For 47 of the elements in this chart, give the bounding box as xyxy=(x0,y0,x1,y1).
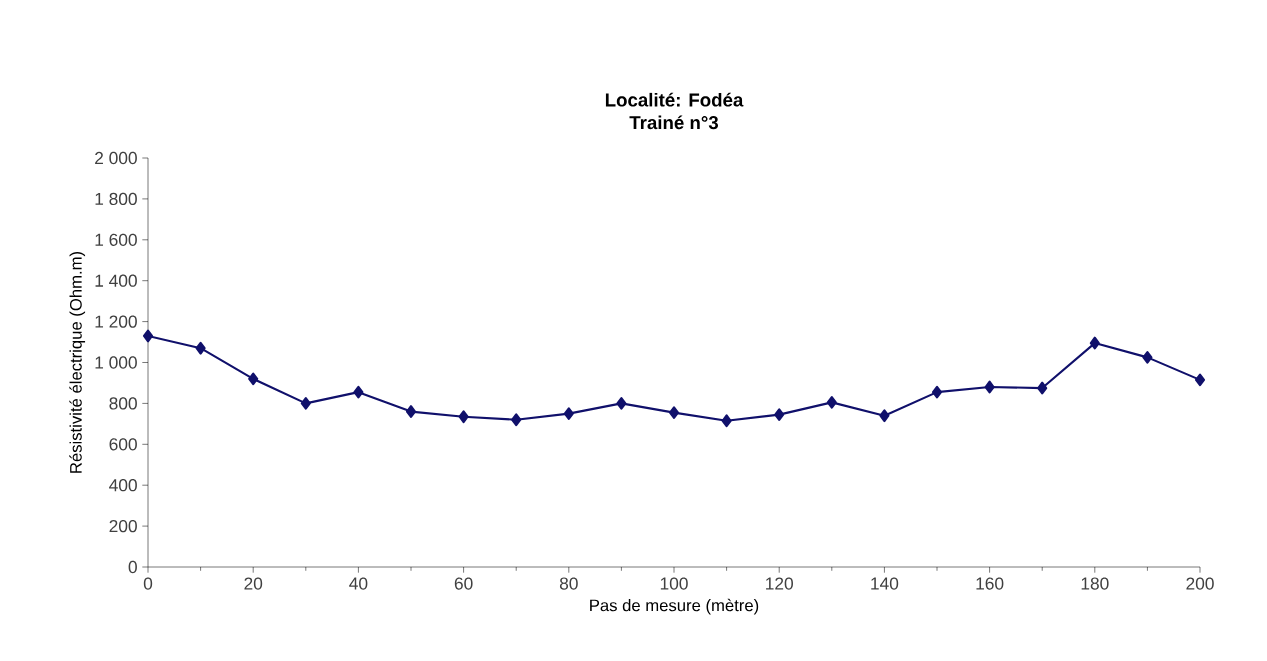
point xyxy=(1194,373,1206,387)
point xyxy=(142,329,154,343)
y-tick-label: 1 600 xyxy=(95,233,137,246)
x-tick-label: 20 xyxy=(244,577,263,590)
y-tick-label: 200 xyxy=(109,519,137,533)
point xyxy=(616,397,627,410)
point xyxy=(248,372,259,386)
y-tick-label: 1 400 xyxy=(95,274,137,287)
x-tick-label: 0 xyxy=(143,577,153,590)
x-tick-label: 140 xyxy=(871,577,899,590)
y-tick-label: 600 xyxy=(109,438,137,451)
point xyxy=(668,406,680,419)
y-tick-label: 1 000 xyxy=(95,356,137,369)
point xyxy=(931,385,943,399)
y-tick-label: 400 xyxy=(109,479,137,492)
y-tick-label: 0 xyxy=(128,560,137,574)
point xyxy=(195,341,206,355)
x-tick-label: 40 xyxy=(349,577,368,590)
x-tick-label: 200 xyxy=(1186,577,1214,590)
x-tick-label: 60 xyxy=(454,577,473,590)
y-axis-title: Résistivité électrique (Ohm.m) xyxy=(69,251,86,473)
x-tick-label: 180 xyxy=(1081,577,1109,590)
point xyxy=(774,408,785,422)
y-tick-label: 2 000 xyxy=(95,151,137,165)
point xyxy=(879,409,890,423)
point xyxy=(458,410,469,424)
point xyxy=(405,405,417,418)
point xyxy=(1089,336,1100,350)
point xyxy=(563,407,574,421)
point xyxy=(353,385,364,399)
chart-subtitle: Trainé n°3 xyxy=(629,115,719,130)
y-tick-label: 1 800 xyxy=(95,192,137,206)
x-axis-title: Pas de mesure (mètre) xyxy=(590,598,759,615)
x-tick-label: 100 xyxy=(660,577,688,590)
x-tick-label: 160 xyxy=(976,577,1004,590)
y-tick-label: 1 200 xyxy=(95,315,137,328)
chart-title: Localité: Fodéa xyxy=(605,92,744,107)
point xyxy=(511,413,522,427)
point xyxy=(984,380,995,394)
point xyxy=(300,397,311,410)
point xyxy=(1037,381,1048,395)
x-tick-label: 120 xyxy=(766,577,793,590)
y-tick-label: 800 xyxy=(109,397,137,410)
point xyxy=(826,395,837,409)
point xyxy=(1142,350,1153,364)
point xyxy=(721,414,732,428)
x-tick-label: 80 xyxy=(559,577,578,590)
